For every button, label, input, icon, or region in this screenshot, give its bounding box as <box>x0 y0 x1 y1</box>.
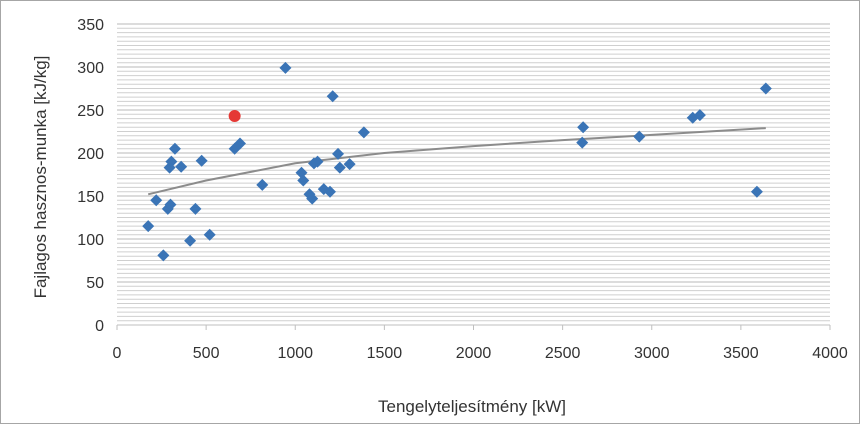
y-tick-label: 250 <box>77 103 104 120</box>
data-point <box>577 121 590 134</box>
y-tick-label: 150 <box>77 189 104 206</box>
y-tick-label: 300 <box>77 60 104 77</box>
data-point <box>195 154 208 167</box>
data-point <box>164 198 177 211</box>
data-point <box>279 61 292 74</box>
data-point <box>343 158 356 171</box>
data-point <box>142 220 155 233</box>
tick-labels: 0 500 1000 1500 2000 2500 3000 3500 4000 0 50 100 15… <box>77 17 848 362</box>
x-tick-label: 4000 <box>812 345 848 362</box>
y-tick-label: 50 <box>86 275 104 292</box>
highlight-point <box>228 110 241 123</box>
x-tick-label: 500 <box>193 345 220 362</box>
x-tick-label: 0 <box>113 345 122 362</box>
data-point <box>165 155 178 168</box>
data-point <box>333 161 346 174</box>
data-point <box>189 202 202 215</box>
data-point <box>297 174 310 187</box>
y-tick-label: 100 <box>77 232 104 249</box>
data-point <box>184 234 197 247</box>
data-point <box>157 249 170 262</box>
y-tick-label: 200 <box>77 146 104 163</box>
axes <box>116 324 831 330</box>
x-axis-label: Tengelyteljesítmény [kW] <box>378 397 566 416</box>
gridlines <box>117 23 830 322</box>
data-point <box>233 137 246 150</box>
data-point <box>203 228 216 241</box>
data-point <box>150 194 163 207</box>
x-tick-label: 2500 <box>545 345 581 362</box>
data-point <box>306 192 319 205</box>
data-point <box>759 82 772 95</box>
x-tick-label: 3000 <box>634 345 670 362</box>
y-tick-label: 350 <box>77 17 104 34</box>
data-point <box>326 90 339 103</box>
data-point <box>576 136 589 149</box>
x-tick-label: 1500 <box>367 345 403 362</box>
data-point <box>311 155 324 168</box>
y-tick-label: 0 <box>95 318 104 335</box>
data-points <box>142 61 772 262</box>
data-point <box>357 126 370 139</box>
data-point <box>332 147 345 160</box>
y-axis-label: Fajlagos hasznos-munka [kJ/kg] <box>31 56 50 299</box>
data-point <box>168 142 181 155</box>
data-point <box>750 185 763 198</box>
data-point <box>256 178 269 191</box>
data-point <box>633 130 646 143</box>
data-point <box>693 109 706 122</box>
x-tick-label: 2000 <box>456 345 492 362</box>
data-point <box>175 160 188 173</box>
data-point <box>324 185 337 198</box>
x-tick-label: 1000 <box>277 345 313 362</box>
x-tick-label: 3500 <box>723 345 759 362</box>
